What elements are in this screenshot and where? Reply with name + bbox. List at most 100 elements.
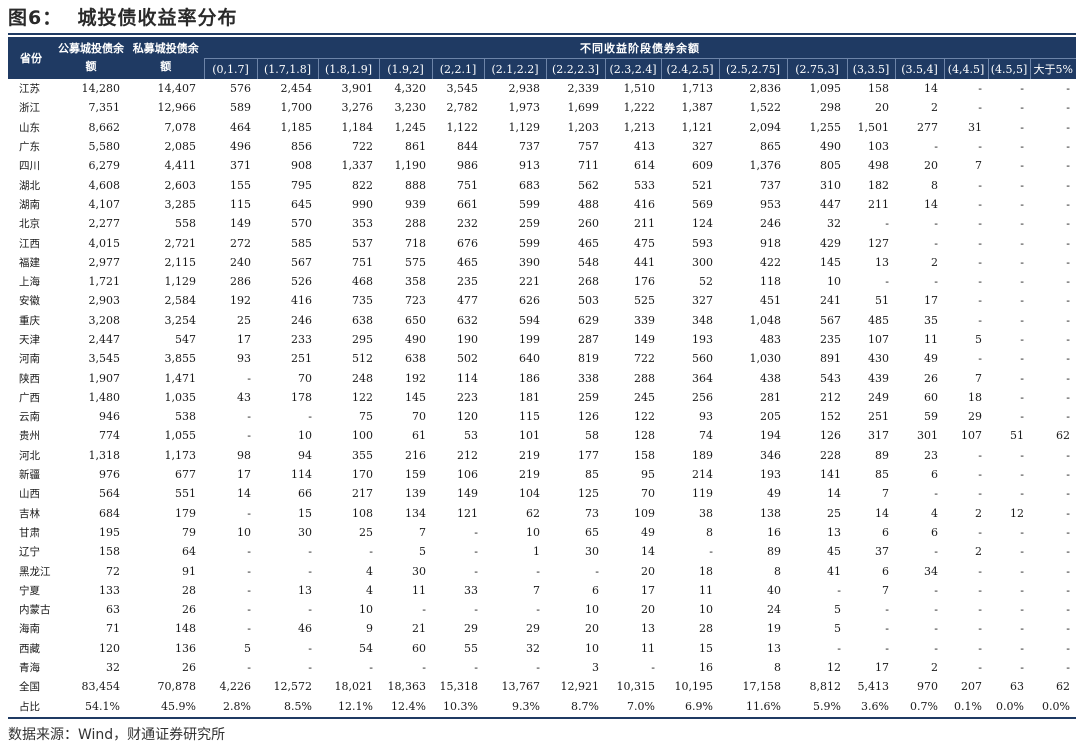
value-cell: 4,226	[219, 680, 252, 694]
value-cell: 295	[352, 333, 373, 346]
value-cell: 327	[692, 294, 713, 308]
value-cell: 2,977	[88, 255, 121, 269]
value-cell: 3,230	[394, 101, 427, 115]
value-cell: 122	[634, 410, 655, 424]
value-cell: 13	[767, 641, 781, 655]
value-cell: -	[1066, 641, 1070, 655]
value-cell: 2,584	[164, 294, 197, 308]
province-cell: 海南	[19, 623, 40, 636]
value-cell: -	[1066, 622, 1070, 636]
value-cell: 14	[827, 487, 841, 501]
value-cell: 12,966	[157, 101, 197, 115]
value-cell: 8,662	[88, 120, 121, 134]
value-cell: -	[934, 140, 938, 154]
value-cell: 13	[641, 622, 655, 636]
table-row: 辽宁 158 64 - - - 5 - 1 30 14 - 89 45 37 - 2 - -	[8, 542, 1076, 561]
value-cell: 45	[827, 545, 841, 559]
value-cell: 16	[699, 661, 713, 675]
value-cell: 272	[230, 236, 251, 250]
value-cell: 1,480	[88, 390, 121, 404]
value-cell: -	[1066, 275, 1070, 289]
value-cell: -	[1020, 564, 1024, 578]
value-cell: 525	[634, 294, 655, 308]
value-cell: 8	[774, 564, 781, 578]
value-cell: 2,339	[567, 82, 600, 96]
value-cell: 711	[578, 159, 599, 173]
value-cell: 30	[585, 545, 599, 559]
value-cell: -	[978, 236, 982, 250]
value-cell: 49	[767, 487, 781, 501]
value-cell: 2	[931, 661, 938, 675]
value-cell: 195	[99, 525, 120, 539]
value-cell: 2,115	[164, 255, 197, 269]
header-yield-group: 不同收益阶段债券余额	[204, 37, 1076, 59]
header-range: (0,1.7]	[203, 58, 257, 79]
bottom-rule	[8, 717, 1076, 719]
value-cell: -	[885, 641, 889, 655]
value-cell: -	[1066, 468, 1070, 482]
value-cell: 390	[519, 255, 540, 269]
value-cell: 8	[706, 525, 713, 539]
value-cell: 371	[230, 159, 251, 173]
value-cell: 25	[237, 313, 251, 327]
value-cell: 413	[634, 140, 655, 154]
value-cell: 223	[457, 390, 478, 404]
value-cell: 483	[760, 333, 781, 346]
value-cell: 496	[230, 140, 251, 154]
value-cell: -	[1020, 178, 1024, 192]
province-cell: 内蒙古	[19, 604, 51, 617]
header-range: (1.8,1.9]	[317, 58, 379, 79]
value-cell: 62	[1056, 680, 1070, 694]
table-row: 湖北 4,608 2,603 155 795 822 888 751 683 562 533 521 7…	[8, 175, 1076, 194]
value-cell: 477	[457, 294, 478, 308]
value-cell: -	[247, 506, 251, 520]
value-cell: 676	[457, 236, 478, 250]
value-cell: 288	[405, 217, 426, 231]
value-cell: -	[308, 564, 312, 578]
value-cell: 41	[827, 564, 841, 578]
value-cell: -	[474, 603, 478, 617]
value-cell: 547	[175, 333, 196, 346]
value-cell: 19	[767, 622, 781, 636]
value-cell: 4,411	[164, 159, 197, 173]
header-range: (2.3,2.4]	[604, 58, 661, 79]
value-cell: -	[1020, 101, 1024, 115]
value-cell: -	[978, 82, 982, 96]
value-cell: -	[308, 410, 312, 424]
value-cell: 751	[457, 178, 478, 192]
value-cell: 58	[585, 429, 599, 443]
value-cell: 543	[820, 371, 841, 385]
value-cell: -	[369, 545, 373, 559]
table-row: 山西 564 551 14 66 217 139 149 104 125 70 119 49 14 7 - - -…	[8, 484, 1076, 503]
value-cell: -	[885, 217, 889, 231]
value-cell: 2.8%	[223, 699, 251, 713]
value-cell: 120	[99, 641, 120, 655]
value-cell: 148	[175, 622, 196, 636]
value-cell: 108	[352, 506, 373, 520]
value-cell: 751	[352, 255, 373, 269]
value-cell: 614	[634, 159, 655, 173]
value-cell: 24	[767, 603, 781, 617]
value-cell: 4,107	[88, 197, 121, 211]
value-cell: 416	[634, 197, 655, 211]
header-private-balance: 私募城投债余额	[128, 37, 204, 79]
value-cell: 70	[298, 371, 312, 385]
value-cell: 21	[412, 622, 426, 636]
value-cell: 176	[634, 275, 655, 289]
value-cell: 575	[405, 255, 426, 269]
province-cell: 山西	[19, 488, 40, 501]
value-cell: 7	[882, 487, 889, 501]
value-cell: -	[1020, 352, 1024, 366]
value-cell: 25	[359, 525, 373, 539]
table-header: 省份 公募城投债余额 私募城投债余额 不同收益阶段债券余额 (0,1.7] (1…	[8, 37, 1076, 79]
value-cell: 640	[519, 352, 540, 366]
header-public-balance: 公募城投债余额	[54, 37, 128, 79]
value-cell: 918	[760, 236, 781, 250]
value-cell: 548	[578, 255, 599, 269]
province-cell: 天津	[19, 334, 40, 346]
value-cell: 10	[827, 275, 841, 289]
value-cell: 246	[291, 313, 312, 327]
value-cell: 14	[641, 545, 655, 559]
value-cell: 1,337	[341, 159, 374, 173]
value-cell: 14,280	[81, 82, 121, 96]
